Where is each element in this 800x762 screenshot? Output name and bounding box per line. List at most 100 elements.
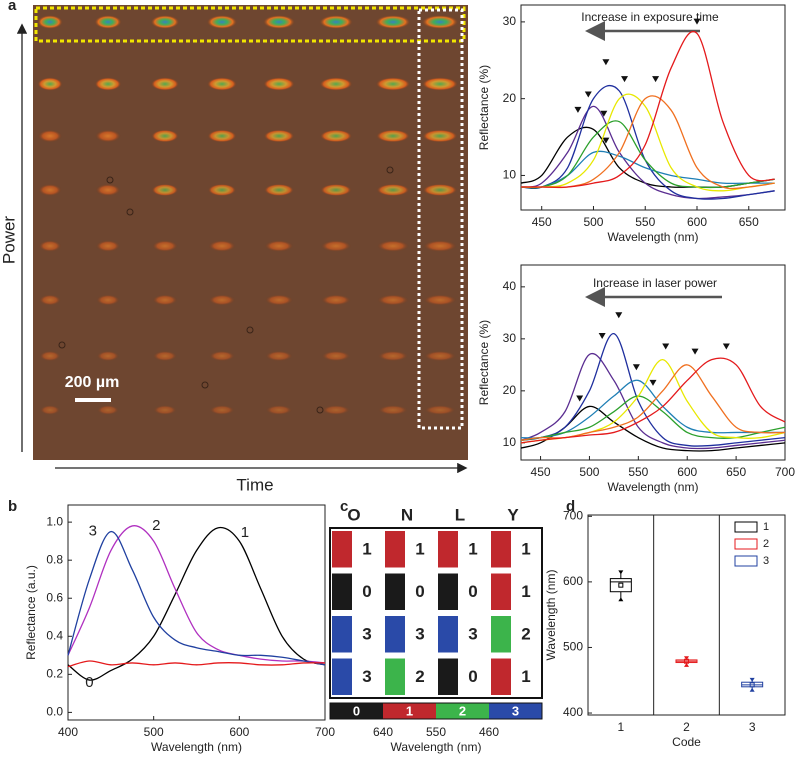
- key-code: 3: [512, 703, 519, 718]
- spot: [39, 405, 61, 415]
- spot: [96, 350, 120, 362]
- plot-frame: [520, 4, 786, 211]
- peak-marker: [602, 59, 610, 66]
- legend-label: 2: [763, 538, 769, 550]
- panel-label: c: [340, 498, 348, 515]
- key-frame: [329, 702, 543, 720]
- spot: [209, 405, 235, 415]
- spot: [321, 350, 351, 362]
- column-header: O: [347, 505, 360, 524]
- x-tick-label: 650: [739, 215, 759, 229]
- spectrum-line: [520, 332, 786, 447]
- code-block: [438, 573, 458, 610]
- spot: [319, 129, 353, 143]
- y-tick-label: 0.2: [46, 667, 63, 681]
- debris: [386, 166, 394, 174]
- curve-label: 1: [241, 524, 249, 541]
- code-digit: 1: [362, 540, 371, 559]
- y-tick-label: 20: [503, 91, 517, 105]
- key-code: 2: [459, 703, 466, 718]
- peak-marker: [574, 106, 582, 113]
- spectrum-line: [67, 530, 326, 666]
- spot: [319, 15, 353, 29]
- code-digit: 1: [521, 582, 530, 601]
- spot: [423, 294, 457, 306]
- legend-label: 3: [763, 555, 769, 567]
- mean: [618, 582, 624, 588]
- annotation: Increase in laser power: [593, 276, 717, 290]
- x-tick-label: 1: [617, 720, 624, 734]
- spot: [421, 77, 459, 91]
- spot: [97, 405, 119, 415]
- peak-marker: [598, 333, 606, 340]
- x-tick-label: 650: [726, 465, 746, 479]
- key-segment: [436, 703, 489, 719]
- peak-marker: [584, 91, 592, 98]
- plot-frame: [520, 264, 786, 461]
- y-tick-label: 0.6: [46, 590, 63, 604]
- power-label: Power: [0, 216, 18, 265]
- x-tick-label: 550: [635, 215, 655, 229]
- spot: [208, 240, 236, 252]
- spot: [376, 240, 410, 252]
- x-tick-label: 500: [579, 465, 599, 479]
- curve-label: 0: [85, 674, 93, 691]
- code-key-xlabel: Wavelength (nm): [391, 740, 482, 754]
- y-tick-label: 0.4: [46, 628, 63, 642]
- x-tick-label: 500: [583, 215, 603, 229]
- peak-marker: [693, 18, 701, 25]
- spot: [95, 240, 121, 252]
- panel-label: a: [8, 0, 17, 14]
- code-block: [491, 531, 511, 568]
- spectrum-line: [520, 105, 775, 200]
- spot: [264, 294, 294, 306]
- spot: [95, 129, 121, 143]
- spot: [264, 240, 294, 252]
- spectrum-line: [67, 525, 326, 664]
- spot: [208, 294, 236, 306]
- code-digit: 3: [362, 667, 371, 686]
- code-block: [332, 658, 352, 695]
- code-digit: 3: [362, 625, 371, 644]
- x-tick-label: 700: [775, 465, 795, 479]
- code-block: [438, 531, 458, 568]
- spot: [207, 77, 237, 91]
- spot: [375, 77, 411, 91]
- code-block: [491, 658, 511, 695]
- debris: [126, 208, 134, 216]
- y-tick-label: 40: [503, 279, 517, 293]
- code-digit: 1: [521, 667, 530, 686]
- max-marker: [618, 570, 624, 575]
- y-tick-label: 30: [503, 14, 517, 28]
- legend-swatch: [734, 538, 758, 550]
- key-code: 0: [353, 703, 360, 718]
- spot: [375, 15, 411, 29]
- spot: [376, 183, 410, 197]
- x-axis-label: Wavelength (nm): [151, 740, 242, 754]
- spectrum-line: [520, 357, 786, 444]
- x-tick-label: 450: [532, 215, 552, 229]
- column-header: N: [401, 505, 413, 524]
- panel-label: b: [8, 498, 17, 515]
- x-tick-label: 600: [677, 465, 697, 479]
- peak-marker: [621, 76, 629, 83]
- y-tick-label: 500: [563, 640, 583, 654]
- y-tick-label: 20: [503, 383, 517, 397]
- spot: [39, 350, 61, 362]
- key-wavelength: 460: [479, 725, 499, 739]
- x-tick-label: 450: [531, 465, 551, 479]
- spot: [424, 405, 456, 415]
- spot: [94, 15, 122, 29]
- spot: [422, 129, 458, 143]
- spot: [377, 350, 409, 362]
- spot: [263, 77, 295, 91]
- spectrum-line: [520, 379, 785, 439]
- time-label: Time: [236, 475, 273, 494]
- x-tick-label: 500: [144, 725, 164, 739]
- spot: [320, 183, 352, 197]
- code-digit: 1: [415, 540, 424, 559]
- y-tick-label: 1.0: [46, 514, 63, 528]
- x-tick-label: 600: [229, 725, 249, 739]
- spot: [321, 405, 351, 415]
